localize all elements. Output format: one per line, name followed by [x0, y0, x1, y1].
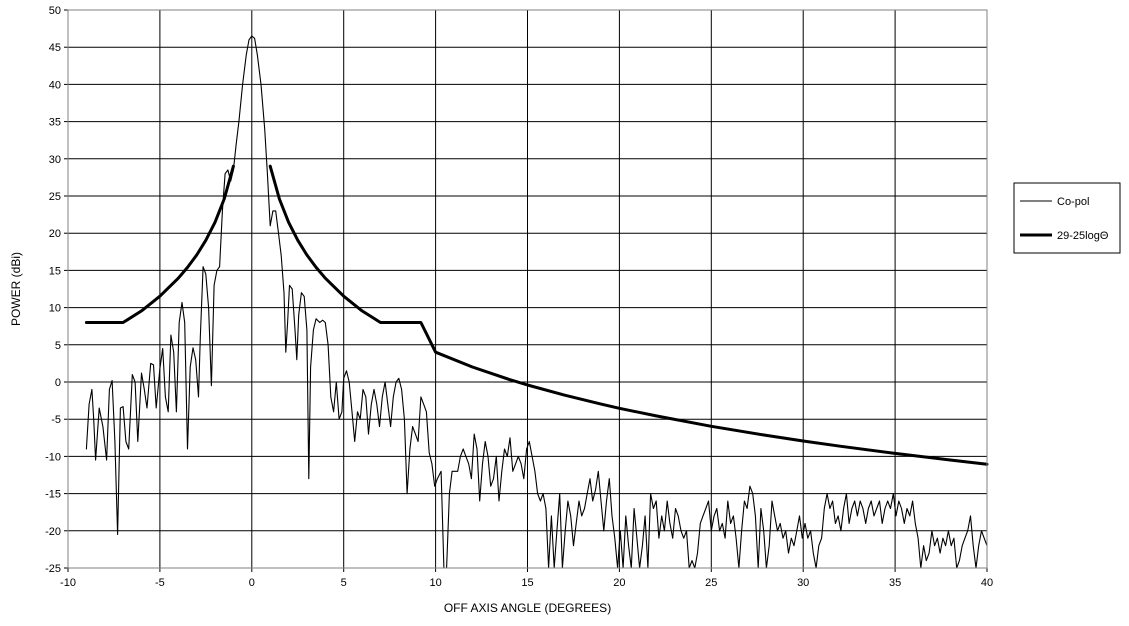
y-tick-label: 30 [49, 154, 61, 166]
y-axis-title: POWER (dBi) [9, 252, 23, 326]
x-tick-label: 30 [797, 577, 809, 589]
y-tick-label: 5 [55, 340, 61, 352]
legend-label-limit: 29-25logΘ [1057, 230, 1109, 242]
y-tick-label: -10 [45, 451, 61, 463]
x-tick-label: 20 [613, 577, 625, 589]
series-group [84, 35, 989, 569]
legend: Co-pol 29-25logΘ [1013, 182, 1121, 254]
y-tick-label: -15 [45, 489, 61, 501]
plot-frame [67, 9, 988, 569]
series-line-co-pol [85, 35, 988, 569]
x-axis-title: OFF AXIS ANGLE (DEGREES) [444, 601, 611, 615]
y-tick-label: 20 [49, 228, 61, 240]
x-tick-label: 35 [889, 577, 901, 589]
legend-label-co-pol: Co-pol [1057, 196, 1089, 208]
x-tick-label: -10 [60, 577, 76, 589]
x-tick-label: 5 [341, 577, 347, 589]
y-tick-label: 0 [55, 377, 61, 389]
y-tick-label: 25 [49, 191, 61, 203]
x-tick-label: -5 [155, 577, 165, 589]
y-tick-label: -20 [45, 526, 61, 538]
x-tick-label: 25 [705, 577, 717, 589]
y-tick-label: 35 [49, 117, 61, 129]
y-tick-label: -5 [51, 414, 61, 426]
x-axis-ticks: -10 -5 0 5 10 15 20 25 30 35 40 [60, 568, 993, 589]
y-tick-label: 45 [49, 42, 61, 54]
grid-lines [67, 9, 988, 569]
series-line-limit-29-25logtheta [268, 164, 989, 466]
x-tick-label: 40 [981, 577, 993, 589]
series-line-limit-29-25logtheta [84, 164, 235, 324]
y-tick-label: 50 [49, 5, 61, 17]
x-tick-label: 15 [521, 577, 533, 589]
y-tick-label: 10 [49, 303, 61, 315]
legend-box [1013, 182, 1121, 254]
y-tick-label: -25 [45, 563, 61, 575]
y-tick-label: 15 [49, 265, 61, 277]
y-tick-label: 40 [49, 79, 61, 91]
x-tick-label: 0 [249, 577, 255, 589]
x-tick-label: 10 [429, 577, 441, 589]
